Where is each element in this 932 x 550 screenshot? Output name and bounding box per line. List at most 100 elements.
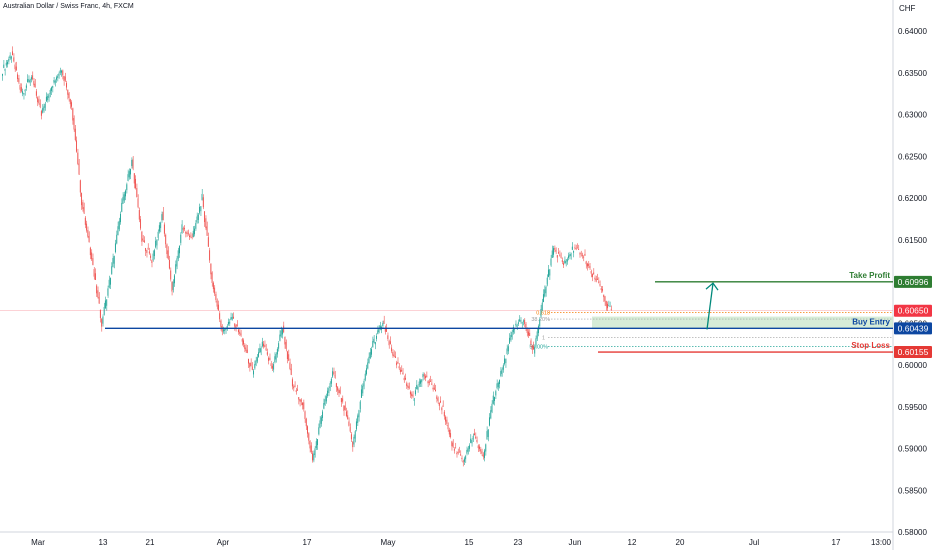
candle-body [558, 252, 559, 254]
candle-body [14, 64, 16, 70]
candle-body [483, 450, 485, 458]
candle-body [9, 55, 11, 59]
candle-body [103, 306, 105, 315]
candle-body [379, 325, 381, 330]
y-tick-label: 0.62000 [898, 194, 927, 203]
candle-body [324, 399, 326, 405]
candle-body [438, 402, 440, 406]
candle-body [196, 216, 198, 223]
candle-body [131, 159, 133, 167]
candle-body [300, 399, 302, 402]
candle-body [534, 346, 536, 354]
candle-body [271, 365, 273, 369]
candle-body [593, 272, 595, 275]
candle-body [73, 117, 75, 130]
candle-body [121, 202, 123, 212]
candle-body [338, 389, 340, 394]
candle-body [102, 316, 104, 324]
candle-body [359, 401, 361, 409]
candle-body [421, 379, 423, 383]
candle-body [170, 270, 172, 280]
candle-body [20, 87, 22, 92]
candle-body [478, 446, 480, 449]
candle-body [280, 330, 282, 337]
candle-body [535, 338, 537, 346]
candle-body [337, 386, 339, 391]
candle-body [158, 225, 160, 232]
candle-body [511, 331, 513, 338]
candle-body [485, 444, 487, 452]
candle-body [40, 111, 42, 116]
candle-body [610, 308, 612, 310]
candle-body [457, 452, 459, 454]
candle-body [456, 452, 458, 455]
candle-body [162, 211, 164, 221]
candle-body [107, 288, 109, 296]
candle-body [304, 411, 306, 419]
candle-body [114, 243, 116, 252]
candle-body [349, 427, 351, 432]
candle-body [200, 206, 202, 212]
candle-body [564, 260, 566, 264]
candle-body [526, 328, 528, 333]
candle-body [266, 352, 268, 355]
candle-body [522, 320, 524, 322]
candle-body [117, 226, 119, 236]
candle-body [407, 385, 409, 388]
candle-body [83, 207, 85, 214]
candle-body [66, 83, 67, 88]
candle-body [491, 403, 493, 412]
buy-entry-label: Buy Entry [852, 317, 890, 326]
y-tick-label: 0.59000 [898, 445, 927, 454]
candle-body [451, 441, 453, 447]
candle-body [501, 369, 503, 374]
candle-body [138, 210, 140, 220]
candle-body [161, 214, 163, 221]
candle-body [220, 320, 222, 327]
candle-body [358, 410, 360, 418]
candle-body [175, 264, 177, 273]
candle-body [281, 329, 283, 335]
candle-body [182, 228, 184, 230]
candle-body [608, 305, 610, 307]
candle-body [106, 299, 108, 306]
candle-body [325, 396, 327, 402]
candle-body [555, 250, 557, 252]
candle-body [224, 329, 226, 332]
candle-body [609, 306, 611, 308]
y-tick-label: 0.62500 [898, 152, 927, 161]
candle-body [173, 275, 175, 284]
candle-body [371, 349, 372, 355]
candle-body [374, 342, 376, 345]
candle-body [532, 346, 534, 350]
candle-body [344, 405, 346, 410]
candle-body [94, 273, 96, 281]
candle-body [250, 362, 252, 366]
candle-body [33, 81, 35, 86]
candle-body [242, 340, 244, 345]
candle-body [329, 383, 331, 389]
candle-body [560, 256, 562, 258]
candle-body [309, 441, 311, 449]
buy-zone [592, 316, 893, 330]
candle-body [84, 217, 86, 225]
candle-body [216, 300, 218, 307]
candle-body [585, 261, 587, 265]
candle-body [142, 238, 144, 241]
candle-body [116, 234, 118, 244]
candle-body [481, 451, 483, 454]
candle-body [285, 341, 287, 349]
candle-body [87, 230, 89, 237]
candle-body [212, 282, 214, 290]
candle-body [462, 461, 464, 463]
candle-body [128, 171, 130, 178]
candle-body [413, 398, 415, 402]
candle-body [150, 255, 152, 258]
candle-body [35, 91, 37, 96]
candle-body [470, 438, 472, 443]
candle-body [492, 395, 494, 404]
candle-body [286, 351, 288, 359]
candle-body [414, 390, 416, 395]
candle-body [157, 231, 159, 238]
